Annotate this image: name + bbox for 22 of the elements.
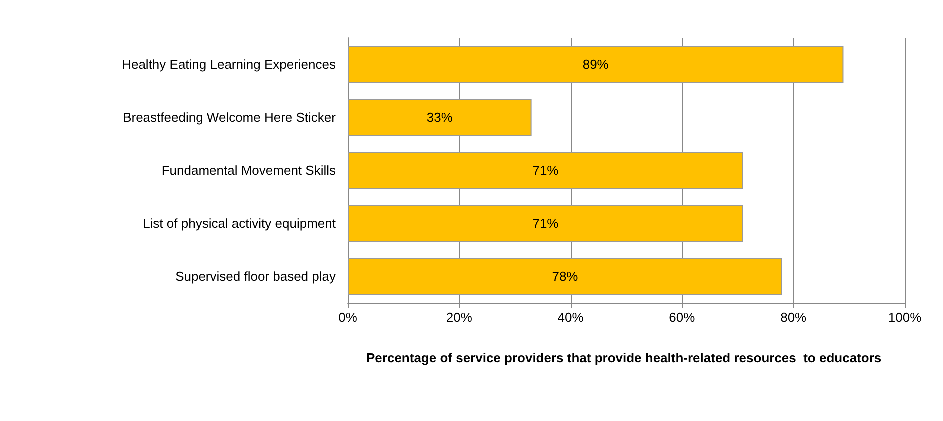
x-tick-label: 80% — [780, 310, 808, 325]
x-axis-title: Percentage of service providers that provide health-related resources to educators — [366, 350, 882, 366]
data-label: 33% — [426, 110, 454, 125]
bar — [348, 98, 532, 136]
x-tick-label: 100% — [888, 310, 922, 325]
data-label: 89% — [582, 57, 610, 72]
x-tick-label: 0% — [338, 310, 358, 325]
x-tick-label: 40% — [558, 310, 584, 325]
bar — [348, 204, 744, 242]
y-tick-label: Breastfeeding Welcome Here Sticker — [123, 110, 337, 125]
y-tick-label: List of physical activity equipment — [143, 216, 336, 231]
y-tick-label: Fundamental Movement Skills — [162, 163, 336, 178]
data-label: 71% — [532, 163, 560, 178]
data-label: 71% — [532, 216, 560, 231]
bar — [348, 152, 744, 190]
data-label: 78% — [552, 269, 579, 284]
y-tick-label: Supervised floor based play — [176, 269, 336, 284]
x-tick-label: 60% — [669, 310, 696, 325]
x-tick-label: 20% — [446, 310, 473, 325]
bar — [348, 258, 782, 296]
bar — [348, 46, 844, 84]
y-tick-label: Healthy Eating Learning Experiences — [122, 57, 336, 72]
